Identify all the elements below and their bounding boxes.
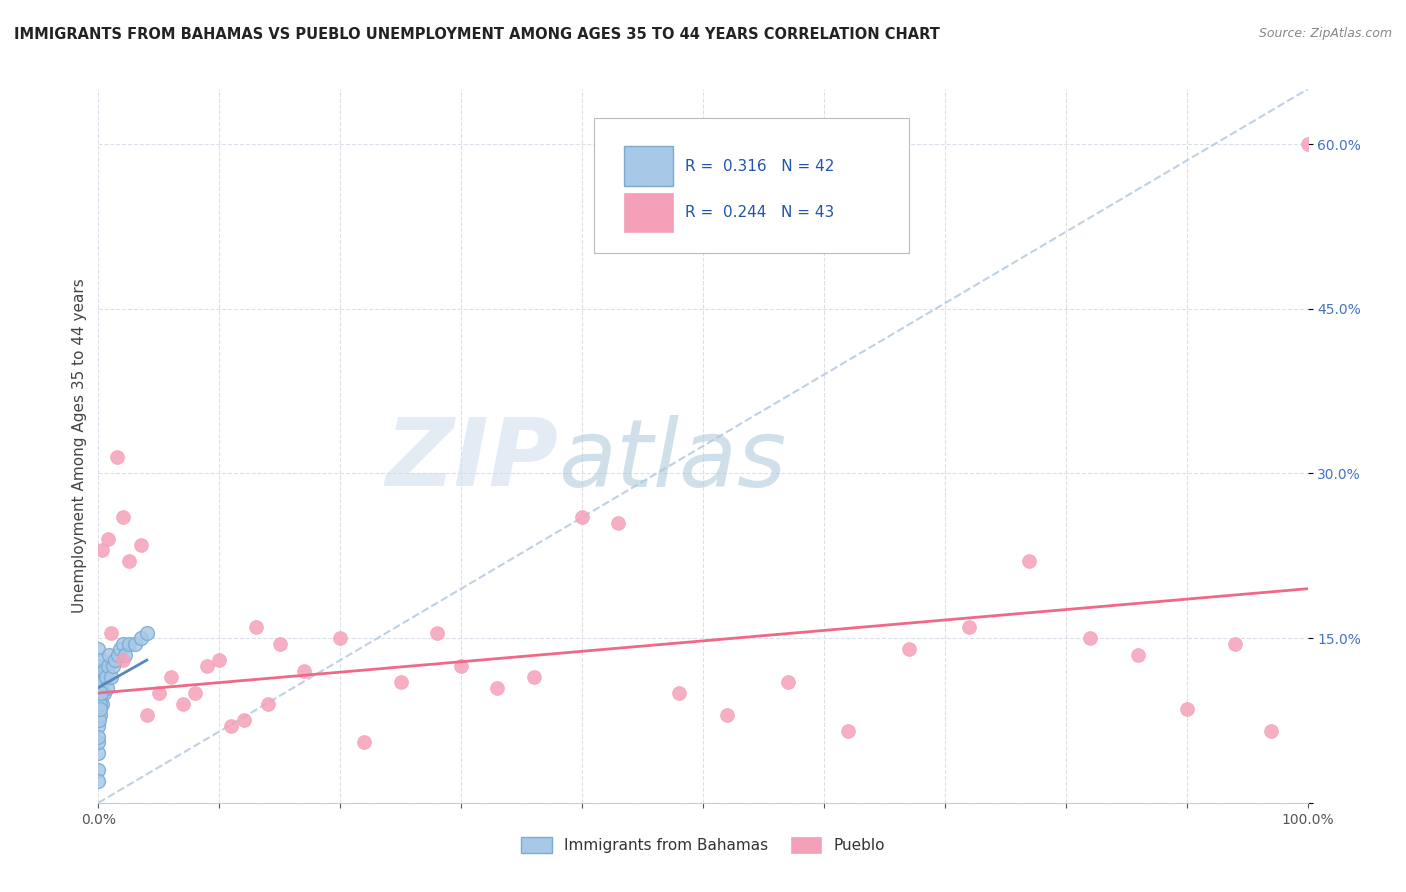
Point (89, 708, 111, 723)
Point (221, 719, 243, 733)
Point (129, 631, 152, 645)
Point (91, 669, 114, 683)
Point (111, 653, 134, 667)
Point (129, 538, 152, 552)
Point (91, 697, 114, 711)
Point (426, 625, 449, 640)
Point (89, 702, 111, 716)
Point (135, 625, 157, 640)
Point (87, 702, 110, 716)
Point (837, 724, 859, 739)
Point (87, 735, 110, 749)
Point (957, 620, 980, 634)
FancyBboxPatch shape (595, 118, 908, 253)
Point (94, 669, 117, 683)
Point (90, 653, 112, 667)
Point (114, 648, 136, 662)
Point (486, 681, 509, 695)
Legend: Immigrants from Bahamas, Pueblo: Immigrants from Bahamas, Pueblo (515, 831, 891, 859)
Point (87, 714, 110, 728)
Point (87, 747, 110, 761)
FancyBboxPatch shape (624, 146, 672, 186)
Point (389, 675, 412, 690)
Point (124, 637, 146, 651)
Text: IMMIGRANTS FROM BAHAMAS VS PUEBLO UNEMPLOYMENT AMONG AGES 35 TO 44 YEARS CORRELA: IMMIGRANTS FROM BAHAMAS VS PUEBLO UNEMPL… (14, 27, 941, 42)
Point (111, 510, 134, 524)
Point (93, 686, 115, 700)
Point (1260, 724, 1282, 739)
Point (87, 730, 110, 744)
Point (776, 675, 799, 690)
Point (897, 642, 920, 657)
Point (148, 686, 170, 700)
Point (87, 691, 110, 706)
Point (96, 681, 118, 695)
FancyBboxPatch shape (624, 193, 672, 232)
Point (184, 686, 207, 700)
Point (292, 664, 315, 678)
Point (107, 648, 129, 662)
Point (93, 664, 115, 678)
Point (100, 625, 122, 640)
Point (245, 620, 267, 634)
Point (160, 669, 183, 683)
Point (104, 653, 127, 667)
Point (87, 773, 110, 788)
Point (87, 675, 110, 690)
Point (87, 658, 110, 673)
Point (90, 681, 112, 695)
Point (89, 669, 111, 683)
Point (571, 510, 593, 524)
Text: R =  0.316   N = 42: R = 0.316 N = 42 (685, 159, 834, 174)
Point (89, 697, 111, 711)
Point (208, 653, 231, 667)
Point (87, 763, 110, 777)
Point (91, 543, 114, 558)
Point (256, 697, 278, 711)
Point (195, 658, 218, 673)
Point (523, 669, 546, 683)
Point (90, 686, 112, 700)
Point (1128, 648, 1150, 662)
Point (118, 637, 141, 651)
Point (353, 735, 375, 749)
Point (87, 642, 110, 657)
Point (1296, 137, 1319, 152)
Point (98, 648, 121, 662)
Point (101, 658, 124, 673)
Point (450, 658, 472, 673)
Point (97, 533, 120, 547)
Point (97, 658, 120, 673)
Point (668, 686, 690, 700)
Point (135, 708, 157, 723)
Point (91, 675, 114, 690)
Point (108, 642, 131, 657)
Y-axis label: Unemployment Among Ages 35 to 44 years: Unemployment Among Ages 35 to 44 years (72, 278, 87, 614)
Point (105, 450, 128, 464)
Point (87, 686, 110, 700)
Point (172, 697, 194, 711)
Point (100, 669, 122, 683)
Point (1175, 702, 1198, 716)
Point (329, 631, 352, 645)
Text: ZIP: ZIP (385, 414, 558, 507)
Text: Source: ZipAtlas.com: Source: ZipAtlas.com (1258, 27, 1392, 40)
Point (1223, 637, 1246, 651)
Point (716, 708, 738, 723)
Point (607, 516, 630, 530)
Point (87, 719, 110, 733)
Point (232, 714, 254, 728)
Point (89, 691, 111, 706)
Point (1018, 554, 1040, 568)
Point (87, 664, 110, 678)
Point (111, 637, 134, 651)
Point (269, 637, 291, 651)
Point (1078, 631, 1101, 645)
Text: R =  0.244   N = 43: R = 0.244 N = 43 (685, 205, 834, 220)
Point (118, 554, 141, 568)
Text: atlas: atlas (558, 415, 786, 506)
